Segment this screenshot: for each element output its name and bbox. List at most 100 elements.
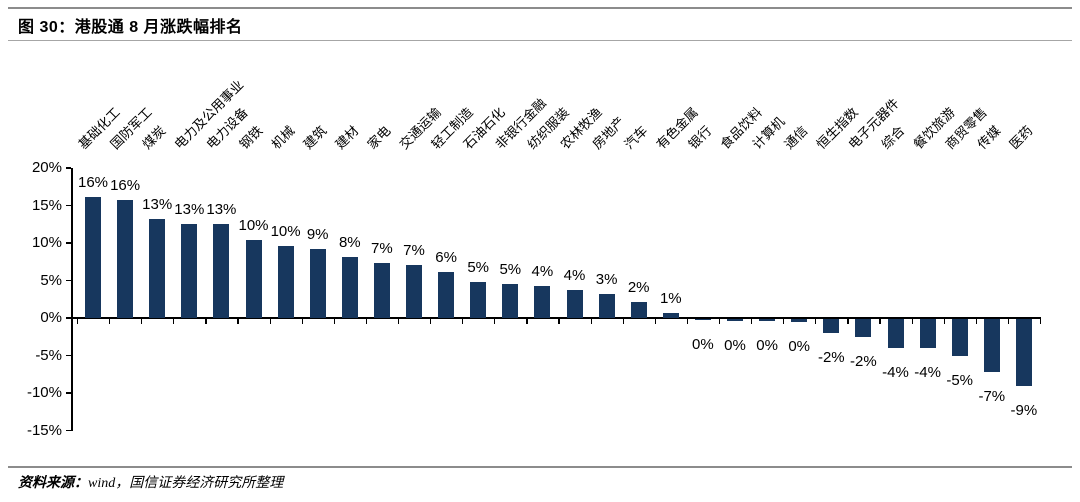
x-axis-tick — [975, 319, 977, 324]
x-axis-tick — [430, 319, 432, 324]
bar — [181, 223, 198, 318]
bar — [85, 197, 101, 318]
bar-value-label: 0% — [788, 338, 811, 355]
x-axis-tick — [526, 319, 528, 324]
bar-value-label: 10% — [238, 217, 269, 234]
x-axis-tick — [397, 319, 400, 324]
y-axis-tick — [66, 392, 71, 394]
bar — [534, 285, 551, 318]
x-axis-tick — [911, 319, 913, 324]
bar-value-label: 7% — [403, 241, 425, 259]
category-label: 汽车 — [621, 122, 651, 152]
bar-value-label: -7% — [978, 387, 1006, 405]
category-label: 医药 — [1006, 122, 1036, 152]
bar-value-label: 8% — [338, 234, 361, 252]
category-label: 建筑 — [300, 122, 330, 152]
y-axis-tick-label: -10% — [26, 384, 62, 401]
bar — [630, 301, 647, 318]
bar — [759, 319, 776, 322]
bar — [598, 294, 615, 318]
bar-value-label: -4% — [914, 363, 941, 381]
bar-value-label: -5% — [946, 371, 974, 389]
x-axis-tick — [879, 319, 881, 324]
y-axis-tick-label: 5% — [40, 271, 62, 289]
x-axis-tick — [494, 319, 496, 324]
category-label: 通信 — [781, 122, 811, 152]
category-label: 钢铁 — [235, 122, 265, 152]
x-axis-tick — [1039, 319, 1042, 324]
bar-value-label: 16% — [77, 174, 109, 192]
bar-value-label: 0% — [756, 337, 778, 355]
x-axis-tick — [1007, 319, 1010, 324]
category-label: 综合 — [877, 122, 907, 152]
y-axis-tick-label: 15% — [31, 196, 62, 214]
bar — [727, 319, 743, 321]
y-axis-tick-label: 20% — [31, 159, 62, 176]
bar — [213, 224, 230, 318]
x-axis-zero-line — [71, 317, 1041, 319]
bar-value-label: 10% — [270, 223, 301, 240]
bar — [406, 264, 422, 318]
source-text: wind，国信证券经济研究所整理 — [88, 476, 284, 491]
title-separator-line — [8, 40, 1072, 41]
bar — [951, 319, 968, 356]
bar-value-label: 6% — [435, 249, 457, 267]
x-axis-tick — [558, 319, 560, 324]
bar — [117, 199, 134, 318]
bar-value-label: 13% — [206, 201, 237, 219]
bar — [694, 319, 711, 320]
bar — [149, 219, 166, 318]
y-axis-tick — [66, 167, 71, 169]
bar — [373, 263, 390, 318]
bar — [1015, 319, 1032, 386]
x-axis-tick — [751, 319, 753, 324]
category-label: 建材 — [332, 122, 362, 152]
category-label: 机械 — [267, 122, 297, 152]
bar — [662, 312, 679, 318]
bar-value-label: 4% — [563, 267, 586, 285]
category-label: 煤炭 — [139, 122, 169, 152]
x-axis-tick — [686, 319, 689, 324]
bar — [470, 282, 487, 318]
bar — [341, 257, 358, 318]
bar-value-label: 13% — [174, 200, 205, 218]
bar-value-label: 16% — [110, 176, 141, 194]
y-axis-tick-label: -5% — [35, 346, 62, 364]
y-axis-tick — [66, 242, 71, 244]
x-axis-tick — [173, 319, 175, 324]
x-axis-tick — [365, 319, 368, 324]
bar — [791, 319, 808, 322]
bar-value-label: 7% — [371, 240, 393, 258]
bar-value-label: 2% — [627, 278, 650, 296]
y-axis-tick-label: 0% — [40, 309, 62, 326]
x-axis-tick — [269, 319, 271, 324]
x-axis-tick — [943, 319, 945, 324]
source-label: 资料来源： — [18, 476, 88, 491]
x-axis-tick — [333, 319, 335, 324]
y-axis-tick — [66, 204, 71, 207]
x-axis-tick — [141, 319, 143, 324]
category-label: 传媒 — [974, 122, 1004, 152]
x-axis-tick — [109, 319, 111, 324]
y-axis-tick-label: 10% — [31, 234, 62, 251]
x-axis-tick — [301, 319, 303, 324]
y-axis-tick — [66, 317, 71, 319]
bar-value-label: -2% — [850, 353, 877, 370]
y-axis-tick — [66, 354, 71, 357]
x-axis-tick — [237, 319, 239, 324]
x-axis-tick — [718, 319, 721, 324]
bar — [309, 249, 326, 318]
bar-value-label: 5% — [467, 259, 490, 276]
bar-value-label: 4% — [531, 262, 554, 280]
bar — [245, 240, 262, 318]
bar-value-label: 0% — [724, 336, 746, 354]
x-axis-tick — [205, 319, 207, 324]
bar — [566, 290, 583, 318]
y-axis-tick — [66, 279, 71, 282]
x-axis-tick — [590, 319, 592, 324]
category-label: 家电 — [364, 122, 394, 152]
y-axis-line — [71, 168, 73, 431]
y-axis-tick — [66, 429, 71, 432]
y-axis-tick-label: -15% — [26, 421, 62, 439]
